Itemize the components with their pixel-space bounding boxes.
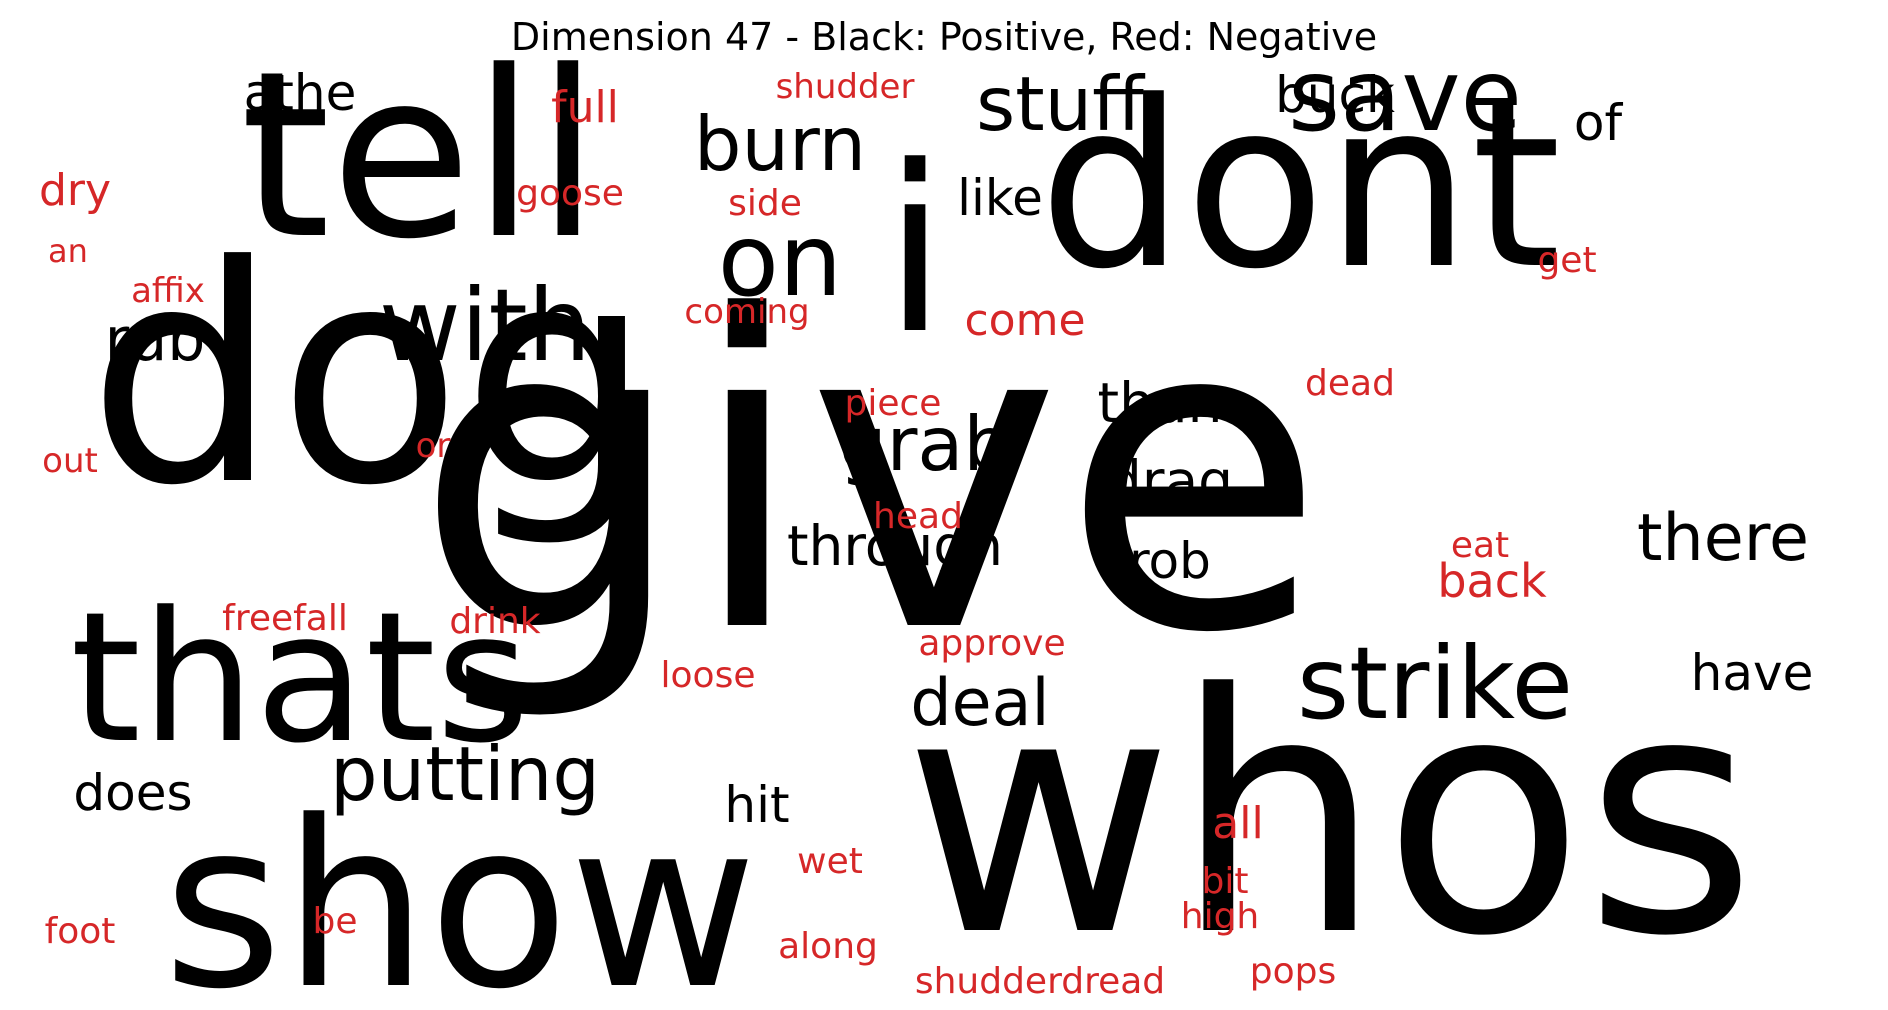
word-affix: affix	[131, 271, 205, 311]
word-piece: piece	[845, 383, 942, 424]
word-side: side	[728, 183, 802, 224]
figure-title: Dimension 47 - Black: Positive, Red: Neg…	[510, 15, 1378, 59]
word-putting: putting	[330, 730, 600, 818]
word-does: does	[73, 764, 192, 822]
word-save: save	[1288, 37, 1522, 154]
word-i: i	[883, 118, 947, 385]
word-goose: goose	[516, 173, 624, 214]
word-deal: deal	[910, 666, 1049, 741]
word-of: of	[1574, 94, 1624, 152]
word-wet: wet	[797, 841, 863, 882]
word-come: come	[964, 295, 1085, 346]
word-dont: dont	[1039, 53, 1562, 320]
word-there: there	[1637, 501, 1809, 576]
word-tell: tell	[240, 23, 600, 290]
word-high: high	[1181, 896, 1260, 937]
word-dry: dry	[39, 165, 111, 216]
word-pops: pops	[1250, 951, 1336, 992]
word-strike: strike	[1297, 625, 1573, 742]
word-thats: thats	[70, 574, 529, 783]
word-head: head	[873, 496, 963, 537]
word-along: along	[778, 926, 878, 967]
word-approve: approve	[918, 623, 1065, 664]
word-show: show	[163, 773, 757, 1010]
word-dog: dog	[88, 202, 652, 551]
word-dead: dead	[1305, 363, 1395, 404]
word-have: have	[1691, 644, 1814, 702]
word-foot: foot	[45, 911, 116, 952]
word-eat: eat	[1451, 525, 1509, 566]
word-get: get	[1537, 240, 1596, 281]
word-shudder: shudder	[776, 67, 915, 107]
word-all: all	[1212, 798, 1263, 849]
word-stuff: stuff	[976, 60, 1146, 148]
word-hit: hit	[724, 776, 789, 834]
word-athe: athe	[244, 64, 357, 122]
word-loose: loose	[661, 655, 756, 696]
word-with: with	[379, 267, 591, 384]
word-like: like	[957, 169, 1043, 227]
word-an: an	[48, 232, 88, 270]
word-buck: buck	[1275, 66, 1395, 124]
word-freefall: freefall	[222, 598, 348, 639]
word-give: give	[414, 227, 1325, 727]
word-grab: grab	[839, 400, 1011, 488]
word-bit: bit	[1202, 861, 1249, 902]
word-rub: rub	[105, 305, 206, 375]
word-coming: coming	[684, 292, 809, 332]
word-full: full	[551, 82, 619, 133]
word-than: than	[1098, 371, 1223, 435]
word-shudderdread: shudderdread	[915, 961, 1165, 1002]
word-through: through	[787, 514, 1003, 578]
word-whos: whos	[904, 624, 1757, 1008]
word-on: on	[718, 202, 843, 319]
word-rob: rob	[1129, 532, 1211, 590]
word-or: or	[416, 426, 451, 466]
word-back: back	[1437, 554, 1547, 608]
word-out: out	[42, 441, 98, 481]
word-burn: burn	[694, 100, 866, 188]
word-be: be	[313, 901, 358, 942]
word-drink: drink	[449, 601, 540, 642]
word-drag: drag	[1107, 449, 1233, 513]
